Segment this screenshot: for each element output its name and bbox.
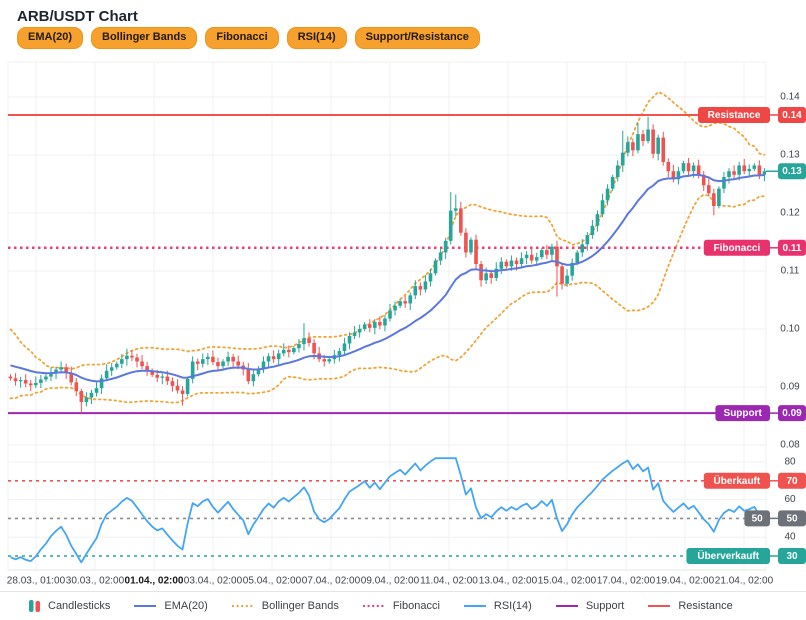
price-chart[interactable]: 0.14 0.13 0.12 0.11 0.10 0.09 0.08 80 60 40 28.03.… [0,52,806,590]
svg-text:0.12: 0.12 [780,208,800,219]
legend-item-candlesticks[interactable]: Candlesticks [28,599,110,613]
fibonacci-line-swatch [362,605,385,607]
indicator-button-ema-20[interactable]: EMA(20) [17,27,84,50]
legend-item-fibonacci[interactable]: Fibonacci [362,599,440,613]
annotation-lines [8,113,766,415]
legend-item-ema-20[interactable]: EMA(20) [133,599,208,613]
annotation-labels [686,106,806,564]
svg-text:70: 70 [786,476,798,487]
svg-text:30: 30 [786,551,798,562]
grid-lines [7,61,767,571]
svg-text:11.04., 02:00: 11.04., 02:00 [420,576,478,587]
svg-text:0.08: 0.08 [780,440,800,451]
rsi-14-line-swatch [463,605,486,607]
legend-item-label: EMA(20) [164,600,208,612]
resistance-line-swatch [648,605,671,607]
candles [8,116,766,414]
svg-text:07.04., 02:00: 07.04., 02:00 [302,576,361,587]
svg-text:17.04., 02:00: 17.04., 02:00 [597,576,656,587]
svg-text:0.11: 0.11 [783,243,802,254]
svg-text:0.09: 0.09 [782,408,802,419]
legend-item-support[interactable]: Support [555,599,625,613]
svg-text:60: 60 [784,494,796,505]
page-title: ARB/USDT Chart [17,8,138,25]
annotation-label: Resistance [708,110,761,121]
svg-text:15.04., 02:00: 15.04., 02:00 [538,576,597,587]
ema-line [10,173,765,383]
svg-text:0.09: 0.09 [780,382,800,393]
legend-item-label: Support [585,600,625,612]
svg-text:19.04., 02:00: 19.04., 02:00 [656,576,715,587]
indicator-button-support-resistance[interactable]: Support/Resistance [354,27,480,50]
svg-text:28.03., 01:00: 28.03., 01:00 [7,576,66,587]
candlesticks-icon [29,600,40,612]
svg-text:0.10: 0.10 [780,324,800,335]
svg-text:50: 50 [786,513,798,524]
ema-20-line-swatch [134,605,157,607]
annotation-label: Überkauft [714,474,761,487]
chart-legend: Candlesticks EMA(20) Bollinger Bands Fibona… [0,591,806,620]
svg-text:21.04., 02:00: 21.04., 02:00 [715,576,774,587]
bollinger-bands-lines [9,90,766,404]
legend-item-label: Fibonacci [392,600,440,612]
legend-item-resistance[interactable]: Resistance [647,599,733,613]
legend-item-bollinger-bands[interactable]: Bollinger Bands [231,599,339,613]
svg-text:01.04., 02:00: 01.04., 02:00 [125,576,184,587]
indicator-button-rsi-14[interactable]: RSI(14) [286,27,347,50]
legend-item-label: Resistance [678,600,733,612]
svg-text:03.04., 02:00: 03.04., 02:00 [184,576,243,587]
indicator-buttons: EMA(20) Bollinger Bands Fibonacci RSI(14) Su… [17,27,480,50]
svg-text:0.14: 0.14 [782,110,802,121]
svg-text:0.11: 0.11 [781,266,800,277]
annotation-label: Überverkauft [697,549,759,562]
svg-text:05.04., 02:00: 05.04., 02:00 [243,576,302,587]
svg-text:80: 80 [784,457,796,468]
svg-text:0.14: 0.14 [780,92,800,103]
support-line-swatch [555,605,578,607]
indicator-button-bollinger-bands[interactable]: Bollinger Bands [91,27,198,50]
indicator-button-fibonacci[interactable]: Fibonacci [205,27,279,50]
annotation-label: Fibonacci [714,243,761,254]
svg-text:09.04., 02:00: 09.04., 02:00 [361,576,420,587]
svg-text:13.04., 02:00: 13.04., 02:00 [479,576,538,587]
svg-text:0.13: 0.13 [782,166,802,177]
annotation-label: Support [724,408,763,419]
bollinger-bands-line-swatch [231,605,254,607]
annotation-label: 50 [752,513,764,524]
legend-item-label: RSI(14) [493,600,532,612]
legend-item-label: Candlesticks [48,600,111,612]
svg-text:0.13: 0.13 [780,150,800,161]
svg-text:30.03., 02:00: 30.03., 02:00 [66,576,125,587]
legend-item-label: Bollinger Bands [261,600,339,612]
legend-item-rsi-14[interactable]: RSI(14) [463,599,532,613]
rsi-panel [8,457,766,564]
svg-text:40: 40 [784,532,796,543]
